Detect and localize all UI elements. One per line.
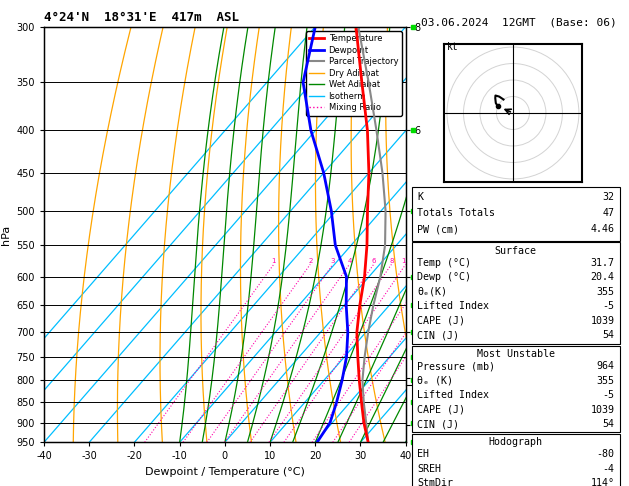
- Text: 20.4: 20.4: [591, 272, 615, 282]
- Text: 03.06.2024  12GMT  (Base: 06): 03.06.2024 12GMT (Base: 06): [421, 17, 617, 27]
- Text: 355: 355: [596, 376, 615, 386]
- Text: 25: 25: [463, 259, 472, 264]
- Text: θₑ (K): θₑ (K): [417, 376, 453, 386]
- Text: K: K: [417, 192, 423, 202]
- Text: 1039: 1039: [591, 405, 615, 415]
- Text: 54: 54: [603, 330, 615, 341]
- Text: 355: 355: [596, 287, 615, 297]
- Text: LCL: LCL: [428, 380, 443, 389]
- Text: CIN (J): CIN (J): [417, 330, 459, 341]
- Text: CAPE (J): CAPE (J): [417, 316, 465, 326]
- X-axis label: Dewpoint / Temperature (°C): Dewpoint / Temperature (°C): [145, 467, 305, 477]
- Text: CIN (J): CIN (J): [417, 419, 459, 430]
- Text: Lifted Index: Lifted Index: [417, 390, 489, 400]
- Text: 4°24'N  18°31'E  417m  ASL: 4°24'N 18°31'E 417m ASL: [44, 11, 239, 24]
- Text: 47: 47: [603, 208, 615, 218]
- Y-axis label: hPa: hPa: [1, 225, 11, 244]
- Text: 15: 15: [428, 259, 437, 264]
- Text: Most Unstable: Most Unstable: [477, 349, 555, 360]
- Text: 1: 1: [272, 259, 276, 264]
- Text: Dewp (°C): Dewp (°C): [417, 272, 471, 282]
- Text: Totals Totals: Totals Totals: [417, 208, 495, 218]
- Text: θₑ(K): θₑ(K): [417, 287, 447, 297]
- Text: CAPE (J): CAPE (J): [417, 405, 465, 415]
- Text: Temp (°C): Temp (°C): [417, 258, 471, 268]
- Text: 6: 6: [371, 259, 376, 264]
- Text: 32: 32: [603, 192, 615, 202]
- Text: 54: 54: [603, 419, 615, 430]
- Y-axis label: km
ASL: km ASL: [426, 224, 444, 245]
- Text: SREH: SREH: [417, 464, 441, 474]
- Text: 2: 2: [308, 259, 313, 264]
- Text: kt: kt: [447, 42, 459, 52]
- Text: 1039: 1039: [591, 316, 615, 326]
- Text: EH: EH: [417, 449, 429, 459]
- Text: 20: 20: [447, 259, 456, 264]
- Text: -5: -5: [603, 301, 615, 312]
- Text: Pressure (mb): Pressure (mb): [417, 361, 495, 371]
- Text: Lifted Index: Lifted Index: [417, 301, 489, 312]
- Text: -80: -80: [596, 449, 615, 459]
- Text: 3: 3: [330, 259, 335, 264]
- Text: PW (cm): PW (cm): [417, 224, 459, 234]
- Text: Surface: Surface: [495, 246, 537, 256]
- Text: -4: -4: [603, 464, 615, 474]
- Text: StmDir: StmDir: [417, 478, 453, 486]
- Text: -5: -5: [603, 390, 615, 400]
- Text: 964: 964: [596, 361, 615, 371]
- Text: 31.7: 31.7: [591, 258, 615, 268]
- Text: 114°: 114°: [591, 478, 615, 486]
- Text: 8: 8: [389, 259, 394, 264]
- Text: 4.46: 4.46: [591, 224, 615, 234]
- Legend: Temperature, Dewpoint, Parcel Trajectory, Dry Adiabat, Wet Adiabat, Isotherm, Mi: Temperature, Dewpoint, Parcel Trajectory…: [306, 31, 401, 116]
- Text: 10: 10: [401, 259, 410, 264]
- Text: Hodograph: Hodograph: [489, 437, 543, 448]
- Text: 4: 4: [347, 259, 352, 264]
